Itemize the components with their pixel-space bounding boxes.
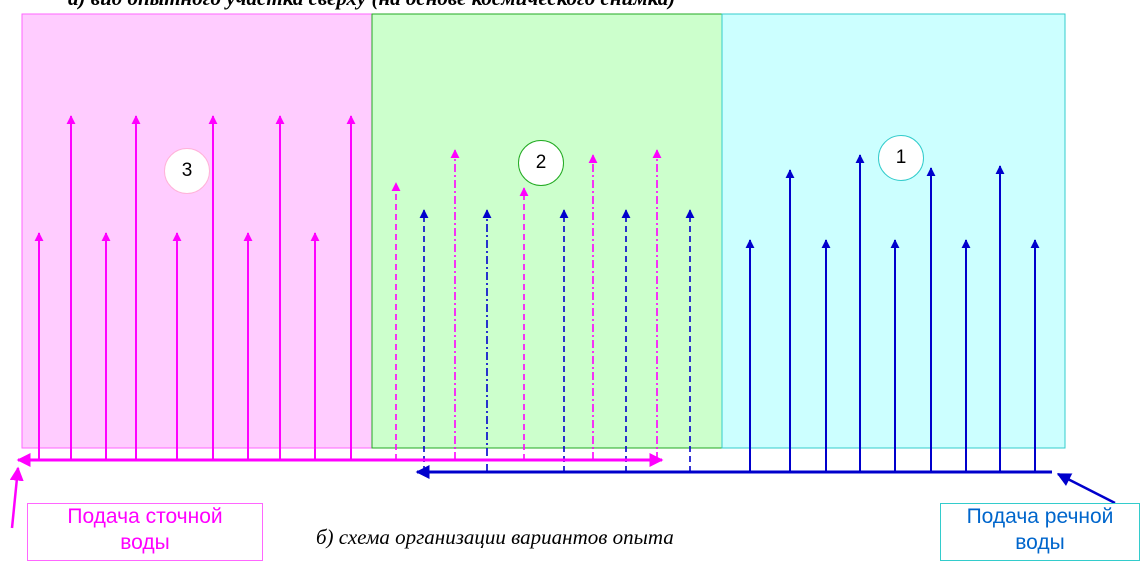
caption-top: а) вид опытного участка сверху (на основ…	[68, 0, 675, 11]
zone-3-number: 3	[164, 148, 210, 194]
sewage-supply-label: Подача сточной воды	[27, 503, 263, 561]
zone-1-arrows	[745, 154, 1040, 472]
sewage-supply-label-line2: воды	[120, 531, 170, 554]
zone-2	[371, 13, 723, 449]
zone-1-number: 1	[878, 135, 924, 181]
river-inlet-arrow	[1056, 472, 1116, 505]
river-supply-label: Подача речной воды	[940, 503, 1140, 561]
zone-2-river-arrows	[419, 209, 695, 472]
river-supply-label-line2: воды	[1015, 531, 1065, 554]
zone-2-sewage-arrows	[391, 149, 662, 460]
zone-2-number: 2	[518, 140, 564, 186]
zone-3-arrows	[34, 115, 356, 460]
river-supply-label-line1: Подача речной	[966, 505, 1114, 528]
zone-3	[21, 13, 373, 449]
sewage-inlet-arrow	[9, 466, 24, 529]
zone-1	[721, 13, 1066, 449]
sewage-supply-label-line1: Подача сточной	[67, 505, 223, 528]
caption-bottom: б) схема организации вариантов опыта	[316, 525, 674, 549]
